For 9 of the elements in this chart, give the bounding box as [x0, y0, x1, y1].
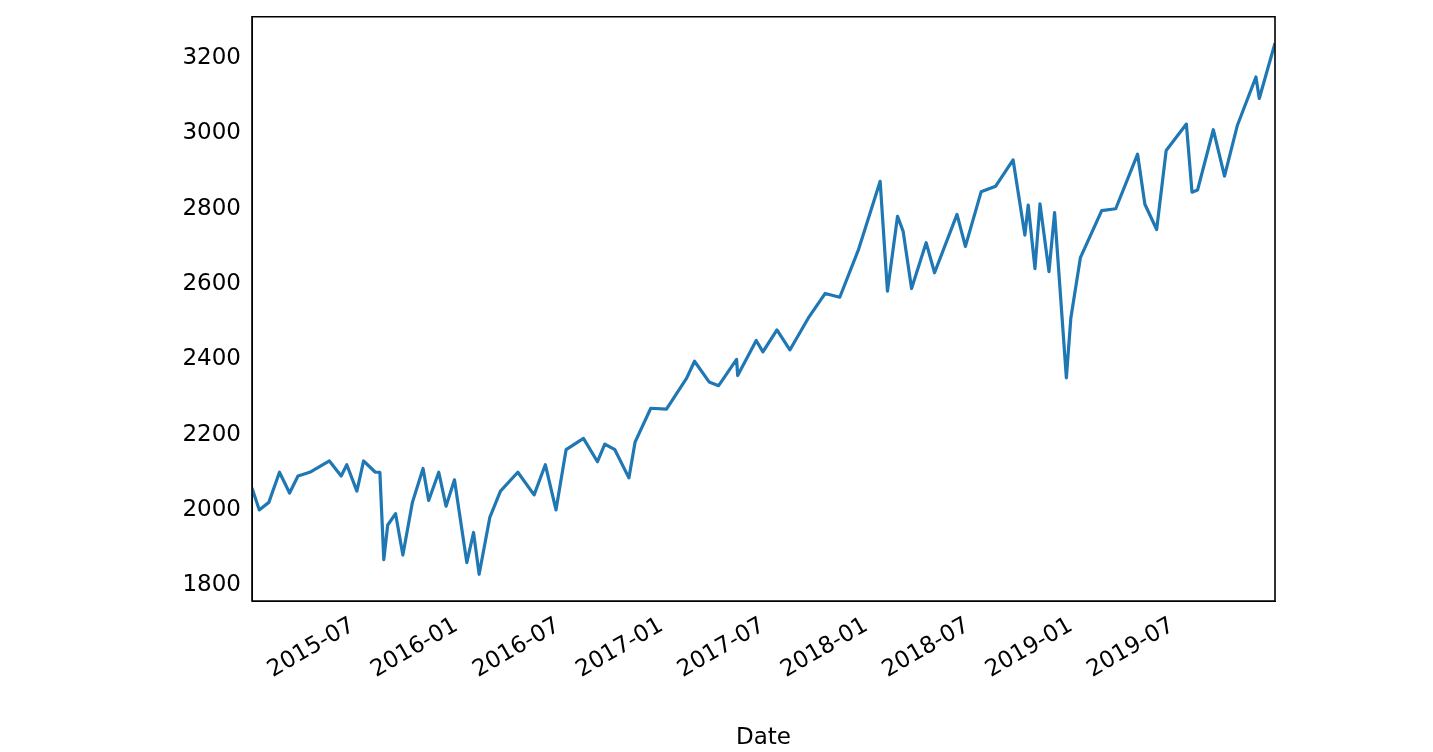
y-tick-label: 1800 — [182, 570, 241, 597]
y-tick-label: 2000 — [182, 494, 241, 521]
y-tick-label: 3200 — [182, 43, 241, 70]
x-axis-title: Date — [736, 723, 791, 750]
y-tick-label: 2600 — [182, 269, 241, 296]
y-tick-label: 2400 — [182, 344, 241, 371]
y-tick-label: 3000 — [182, 118, 241, 145]
y-tick-label: 2800 — [182, 193, 241, 220]
y-tick-label: 2200 — [182, 419, 241, 446]
